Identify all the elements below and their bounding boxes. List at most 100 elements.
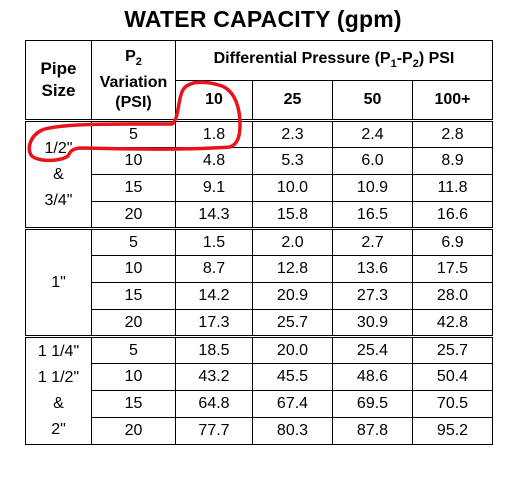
p2-label: P <box>125 48 136 66</box>
variation-cell: 20 <box>91 201 176 229</box>
variation-cell: 20 <box>91 417 176 445</box>
value-cell: 2.0 <box>252 227 333 256</box>
variation-cell: 5 <box>91 227 176 256</box>
table-row: 20 14.3 15.8 16.5 16.6 <box>26 201 493 229</box>
value-cell: 6.9 <box>412 227 493 256</box>
column-header: 50 <box>332 80 413 122</box>
variation-cell: 15 <box>91 282 176 310</box>
pipe-size-cell: 1" <box>25 227 92 337</box>
variation-header-line: (PSI) <box>115 93 152 111</box>
value-cell: 20.0 <box>252 335 333 364</box>
value-cell: 12.8 <box>252 255 333 283</box>
value-cell: 2.8 <box>412 119 493 148</box>
value-cell: 77.7 <box>175 417 253 445</box>
pipe-size-header-line: Size <box>41 81 76 100</box>
diff-sub2: 2 <box>412 58 419 71</box>
pipe-size-line: 1" <box>51 273 66 291</box>
value-cell: 14.3 <box>175 201 253 229</box>
value-cell: 9.1 <box>175 174 253 202</box>
value-cell: 67.4 <box>252 390 333 418</box>
table-row: 1" 5 1.5 2.0 2.7 6.9 <box>25 227 493 337</box>
variation-cell: 20 <box>91 309 176 337</box>
value-cell: 6.0 <box>332 147 413 175</box>
variation-cell: 15 <box>91 174 176 202</box>
variation-cell: 5 <box>91 335 176 364</box>
value-cell: 28.0 <box>412 282 493 310</box>
pipe-size-line: 1/2" <box>44 139 73 157</box>
table-row: 1 1/4" 1 1/2" & 2" 5 18.5 20.0 25.4 25.7 <box>25 335 493 445</box>
value-cell: 10.0 <box>252 174 333 202</box>
column-header: 100+ <box>412 80 493 122</box>
value-cell: 17.5 <box>412 255 493 283</box>
value-cell: 1.5 <box>175 227 253 256</box>
pipe-size-cell: 1/2" & 3/4" <box>25 119 92 229</box>
water-capacity-table: Pipe Size P2 Variation (PSI) Differentia… <box>25 40 493 445</box>
value-cell: 2.7 <box>332 227 413 256</box>
table-row: 10 8.7 12.8 13.6 17.5 <box>26 255 493 283</box>
value-cell: 50.4 <box>412 363 493 391</box>
table-row: 15 9.1 10.0 10.9 11.8 <box>26 174 493 202</box>
pipe-size-line: & <box>53 165 64 183</box>
pipe-size-header: Pipe Size <box>25 40 92 121</box>
variation-cell: 15 <box>91 390 176 418</box>
value-cell: 16.5 <box>332 201 413 229</box>
variation-cell: 10 <box>91 363 176 391</box>
value-cell: 2.4 <box>332 119 413 148</box>
value-cell: 1.8 <box>175 119 253 148</box>
value-cell: 69.5 <box>332 390 413 418</box>
pipe-size-line: 1 1/2" <box>37 369 80 386</box>
pipe-size-cell: 1 1/4" 1 1/2" & 2" <box>25 335 92 445</box>
value-cell: 42.8 <box>412 309 493 337</box>
table-row: 20 17.3 25.7 30.9 42.8 <box>26 309 493 337</box>
table-row: 15 64.8 67.4 69.5 70.5 <box>26 390 493 418</box>
value-cell: 16.6 <box>412 201 493 229</box>
variation-cell: 10 <box>91 255 176 283</box>
column-header: 25 <box>252 80 333 122</box>
value-cell: 25.4 <box>332 335 413 364</box>
table-row: 10 4.8 5.3 6.0 8.9 <box>26 147 493 175</box>
pipe-size-line: 1 1/4" <box>37 343 80 360</box>
value-cell: 27.3 <box>332 282 413 310</box>
value-cell: 64.8 <box>175 390 253 418</box>
pipe-size-line: & <box>53 395 64 412</box>
value-cell: 20.9 <box>252 282 333 310</box>
pipe-size-header-line: Pipe <box>40 59 77 78</box>
value-cell: 4.8 <box>175 147 253 175</box>
value-cell: 13.6 <box>332 255 413 283</box>
diff-suffix: ) PSI <box>418 50 455 68</box>
value-cell: 43.2 <box>175 363 253 391</box>
pipe-size-line: 2" <box>51 421 66 438</box>
value-cell: 8.7 <box>175 255 253 283</box>
table-row: 1/2" & 3/4" 5 1.8 2.3 2.4 2.8 <box>25 119 493 229</box>
value-cell: 18.5 <box>175 335 253 364</box>
value-cell: 25.7 <box>252 309 333 337</box>
diff-prefix: Differential Pressure (P <box>213 50 391 68</box>
value-cell: 45.5 <box>252 363 333 391</box>
value-cell: 87.8 <box>332 417 413 445</box>
table-row: 20 77.7 80.3 87.8 95.2 <box>26 417 493 445</box>
value-cell: 80.3 <box>252 417 333 445</box>
value-cell: 2.3 <box>252 119 333 148</box>
pipe-size-line: 3/4" <box>44 191 73 209</box>
value-cell: 11.8 <box>412 174 493 202</box>
variation-cell: 10 <box>91 147 176 175</box>
variation-header-line: Variation <box>99 73 168 91</box>
diff-mid: -P <box>396 50 413 68</box>
variation-header: P2 Variation (PSI) <box>91 40 176 121</box>
value-cell: 14.2 <box>175 282 253 310</box>
value-cell: 15.8 <box>252 201 333 229</box>
value-cell: 25.7 <box>412 335 493 364</box>
differential-pressure-header: Differential Pressure (P1-P2) PSI <box>175 40 493 81</box>
column-header: 10 <box>175 80 253 122</box>
value-cell: 70.5 <box>412 390 493 418</box>
table-row: 10 43.2 45.5 48.6 50.4 <box>26 363 493 391</box>
table-row: 15 14.2 20.9 27.3 28.0 <box>26 282 493 310</box>
diff-sub1: 1 <box>390 58 397 71</box>
value-cell: 30.9 <box>332 309 413 337</box>
value-cell: 5.3 <box>252 147 333 175</box>
value-cell: 48.6 <box>332 363 413 391</box>
value-cell: 17.3 <box>175 309 253 337</box>
value-cell: 95.2 <box>412 417 493 445</box>
value-cell: 8.9 <box>412 147 493 175</box>
page-title: WATER CAPACITY (gpm) <box>124 6 402 32</box>
